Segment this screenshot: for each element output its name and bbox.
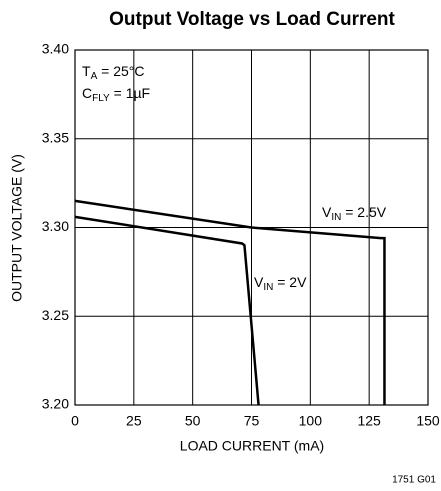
- annotation-main: V: [254, 274, 264, 290]
- annotation-sub: FLY: [92, 93, 110, 104]
- annotation-sub: IN: [263, 282, 273, 293]
- y-tick-label: 3.20: [42, 396, 69, 412]
- annotation-rest: = 2V: [273, 274, 307, 290]
- x-tick-label: 50: [185, 413, 201, 429]
- x-axis-label: LOAD CURRENT (mA): [180, 438, 324, 454]
- annotation-rest: = 25°C: [97, 63, 144, 79]
- plot-frame: [74, 49, 429, 406]
- x-tick-label: 125: [357, 413, 381, 429]
- annotation-sub: A: [91, 71, 98, 82]
- chart-title: Output Voltage vs Load Current: [109, 9, 395, 30]
- annotation: TA = 25°C: [82, 63, 144, 82]
- y-tick-label: 3.25: [42, 307, 69, 323]
- y-tick-label: 3.40: [42, 41, 69, 57]
- x-tick-label: 150: [416, 413, 440, 429]
- y-axis-label: OUTPUT VOLTAGE (V): [9, 154, 25, 302]
- x-tick-label: 25: [126, 413, 142, 429]
- annotation: VIN = 2V: [254, 274, 307, 293]
- y-tick-label: 3.35: [42, 129, 69, 145]
- data-line: [74, 215, 260, 406]
- annotation-main: T: [82, 63, 91, 79]
- annotation-main: V: [322, 204, 332, 220]
- x-tick-label: 75: [244, 413, 260, 429]
- annotation-rest: = 1µF: [110, 85, 150, 101]
- annotation-rest: = 2.5V: [341, 204, 386, 220]
- data-line: [74, 199, 386, 405]
- x-tick-label: 100: [299, 413, 323, 429]
- annotation: VIN = 2.5V: [322, 204, 387, 223]
- annotation-sub: IN: [331, 212, 341, 223]
- annotation: CFLY = 1µF: [82, 85, 150, 104]
- annotation-main: C: [82, 85, 92, 101]
- footnote: 1751 G01: [392, 475, 436, 486]
- x-tick-label: 0: [71, 413, 79, 429]
- y-tick-label: 3.30: [42, 218, 69, 234]
